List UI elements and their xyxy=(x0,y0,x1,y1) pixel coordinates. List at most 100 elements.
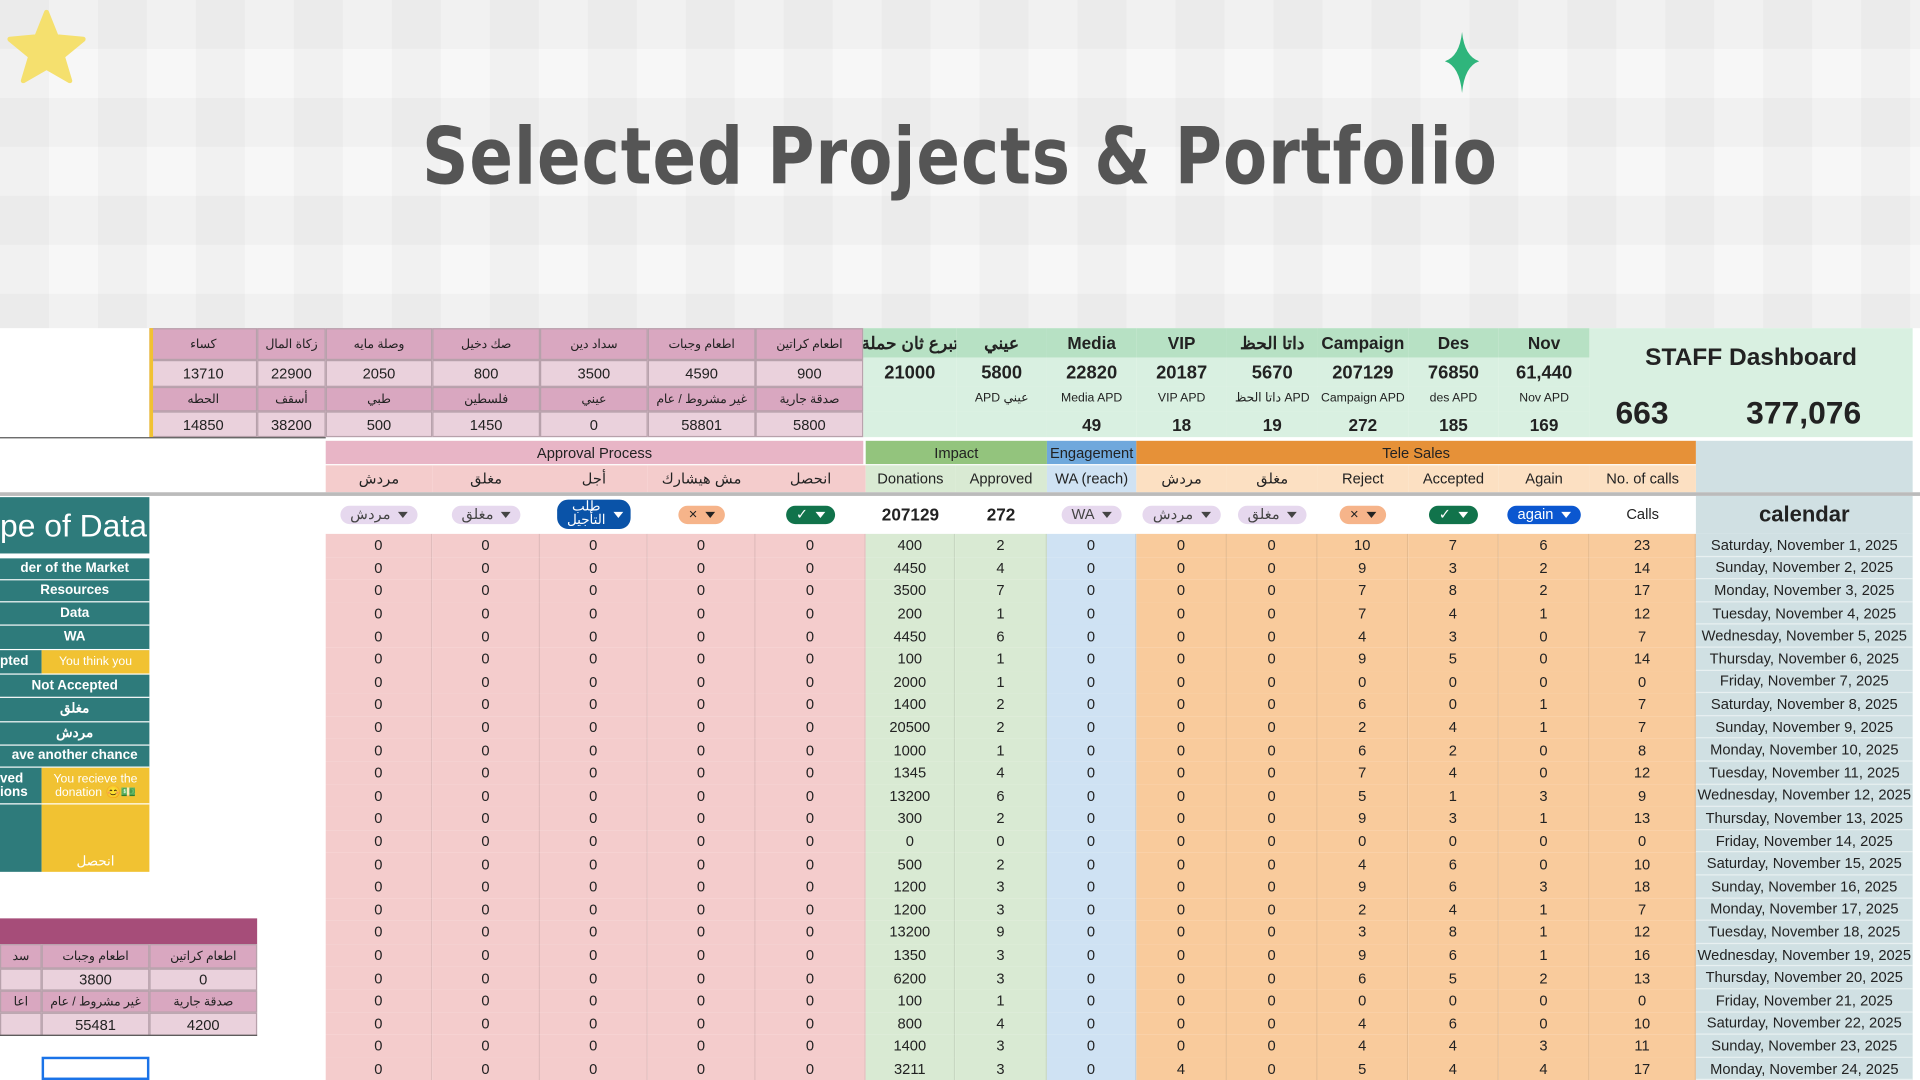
data-cell: 0 xyxy=(1136,1012,1227,1035)
data-cell: 0 xyxy=(755,943,866,967)
panel-item: مغلق xyxy=(0,697,150,723)
filter-cell: طلب التأجيل xyxy=(540,497,648,532)
data-cell: 0 xyxy=(1226,807,1318,830)
filter-chip[interactable]: مردش xyxy=(1143,505,1221,524)
campaign-label: VIP xyxy=(1136,328,1227,358)
data-cell: 0 xyxy=(1498,647,1590,671)
filter-chip[interactable]: مردش xyxy=(340,505,418,524)
filter-chip[interactable]: × xyxy=(1340,505,1386,524)
data-cell: 4 xyxy=(1317,1012,1409,1035)
data-cell: 2 xyxy=(1408,738,1499,762)
data-cell: 0 xyxy=(1408,989,1499,1013)
data-cell: 20500 xyxy=(865,716,956,739)
data-cell: 0 xyxy=(1498,989,1590,1013)
data-cell: 0 xyxy=(1136,1034,1227,1058)
data-cell: 6 xyxy=(955,784,1047,808)
data-cell: 0 xyxy=(1136,533,1227,557)
data-cell: 0 xyxy=(1589,989,1696,1013)
data-cell: 0 xyxy=(755,624,866,648)
data-cell: 0 xyxy=(1136,602,1227,625)
data-cell: 2 xyxy=(955,716,1047,739)
data-cell: 100 xyxy=(865,647,956,671)
staff-title: STAFF Dashboard xyxy=(1645,343,1857,371)
date-cell: Wednesday, November 5, 2025 xyxy=(1695,624,1913,648)
data-cell: 18 xyxy=(1589,875,1696,899)
data-cell: 1200 xyxy=(865,898,956,922)
data-cell: 400 xyxy=(865,533,956,557)
campaign-sub-value: 18 xyxy=(1136,411,1227,438)
data-cell: 100 xyxy=(865,989,956,1013)
data-cell: 0 xyxy=(540,989,648,1013)
data-cell: 1 xyxy=(1498,602,1590,625)
group-header: Engagement xyxy=(1046,440,1137,465)
data-cell: 10 xyxy=(1317,533,1409,557)
data-cell: 5 xyxy=(1408,966,1499,990)
filter-chip[interactable]: × xyxy=(678,505,725,524)
filter-cell: ✓ xyxy=(1408,497,1499,532)
campaign-label: Media xyxy=(1046,328,1137,358)
column-header: أجل xyxy=(540,465,648,493)
panel-title: pe of Data xyxy=(0,497,150,554)
mini-cell: اطعام وجبات xyxy=(41,944,150,969)
mini-cell: سد xyxy=(0,944,42,969)
data-cell: 0 xyxy=(325,921,433,944)
data-cell: 3211 xyxy=(865,1057,956,1080)
data-cell: 0 xyxy=(1136,921,1227,944)
column-header: WA (reach) xyxy=(1046,465,1137,493)
filter-chip[interactable]: Calls xyxy=(1626,505,1659,523)
data-cell: 0 xyxy=(647,852,756,876)
data-cell: 6 xyxy=(1408,1012,1499,1035)
data-cell: 0 xyxy=(1226,579,1318,603)
data-cell: 0 xyxy=(325,1034,433,1058)
data-cell: 23 xyxy=(1589,533,1696,557)
summary-value: 2050 xyxy=(325,360,433,387)
data-cell: 1 xyxy=(955,602,1047,625)
data-cell: 13 xyxy=(1589,807,1696,830)
column-header: مش هيشارك xyxy=(647,465,756,493)
summary-value: 1450 xyxy=(432,411,540,438)
filter-chip[interactable]: مغلق xyxy=(1237,505,1307,524)
data-cell: 2 xyxy=(955,693,1047,717)
data-cell: 0 xyxy=(755,533,866,557)
data-cell: 0 xyxy=(647,1012,756,1035)
panel-item: ave another chance xyxy=(0,745,150,768)
data-cell: 0 xyxy=(1226,624,1318,648)
sparkle-decoration xyxy=(1444,31,1480,94)
data-cell: 0 xyxy=(1136,624,1227,648)
data-cell: 0 xyxy=(1046,533,1137,557)
filter-chip[interactable]: ✓ xyxy=(1428,505,1478,524)
data-cell: 0 xyxy=(1136,556,1227,580)
data-cell: 5 xyxy=(1317,784,1409,808)
data-cell: 2 xyxy=(955,807,1047,830)
filter-chip[interactable]: WA xyxy=(1061,505,1122,524)
data-cell: 1 xyxy=(1498,807,1590,830)
campaign-label: داتا الحظ xyxy=(1226,328,1318,358)
data-cell: 7 xyxy=(1317,761,1409,785)
mini-cell: 0 xyxy=(149,968,258,991)
data-cell: 1 xyxy=(1498,693,1590,717)
campaign-value: 22820 xyxy=(1046,357,1137,387)
date-cell: Sunday, November 23, 2025 xyxy=(1695,1034,1913,1058)
data-cell: 1 xyxy=(1498,943,1590,967)
data-cell: 1345 xyxy=(865,761,956,785)
filter-chip[interactable]: again xyxy=(1507,505,1581,524)
data-cell: 0 xyxy=(540,1057,648,1080)
filter-chip[interactable]: مغلق xyxy=(451,505,521,524)
mini-cell: اعا xyxy=(0,990,42,1013)
mini-cell: غير مشروط / عام xyxy=(41,990,150,1013)
data-cell: 0 xyxy=(1046,647,1137,671)
data-cell: 6 xyxy=(1317,693,1409,717)
data-cell: 0 xyxy=(325,761,433,785)
data-cell: 7 xyxy=(1408,533,1499,557)
data-cell: 11 xyxy=(1589,1034,1696,1058)
data-cell: 0 xyxy=(755,579,866,603)
data-cell: 1 xyxy=(1498,921,1590,944)
data-cell: 0 xyxy=(432,852,540,876)
summary-value: 22900 xyxy=(257,360,326,387)
filter-chip[interactable]: ✓ xyxy=(786,505,836,524)
date-cell: Tuesday, November 18, 2025 xyxy=(1695,921,1913,944)
data-cell: 1 xyxy=(1498,898,1590,922)
filter-chip[interactable]: طلب التأجيل xyxy=(557,499,631,529)
